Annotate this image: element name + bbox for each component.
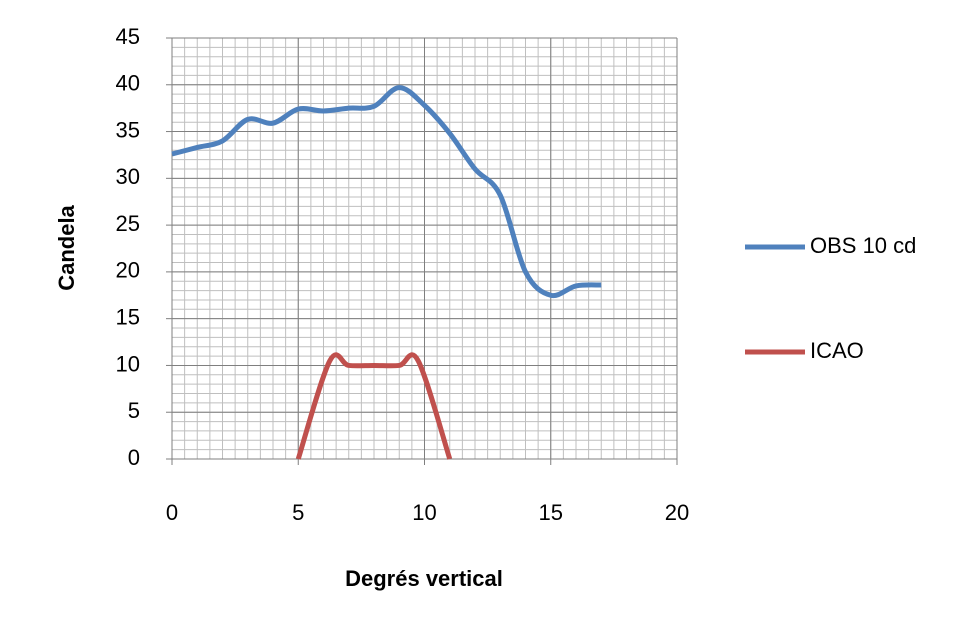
x-tick-label: 5 xyxy=(292,500,304,525)
x-tick-label: 0 xyxy=(166,500,178,525)
x-axis-label: Degrés vertical xyxy=(345,566,503,591)
y-tick-label: 40 xyxy=(116,71,140,96)
x-tick-label: 10 xyxy=(412,500,436,525)
y-tick-label: 0 xyxy=(128,445,140,470)
y-axis-label: Candela xyxy=(54,204,79,290)
x-tick-label: 20 xyxy=(665,500,689,525)
y-tick-label: 35 xyxy=(116,117,140,142)
y-tick-label: 45 xyxy=(116,24,140,49)
y-tick-label: 5 xyxy=(128,398,140,423)
y-tick-label: 15 xyxy=(116,304,140,329)
y-tick-label: 30 xyxy=(116,164,140,189)
y-tick-label: 25 xyxy=(116,211,140,236)
legend-label: OBS 10 cd xyxy=(810,233,916,258)
line xyxy=(295,352,453,460)
y-tick-label: 10 xyxy=(116,351,140,376)
x-tick-label: 15 xyxy=(539,500,563,525)
line xyxy=(171,85,602,299)
legend-label: ICAO xyxy=(810,338,864,363)
y-tick-label: 20 xyxy=(116,258,140,283)
